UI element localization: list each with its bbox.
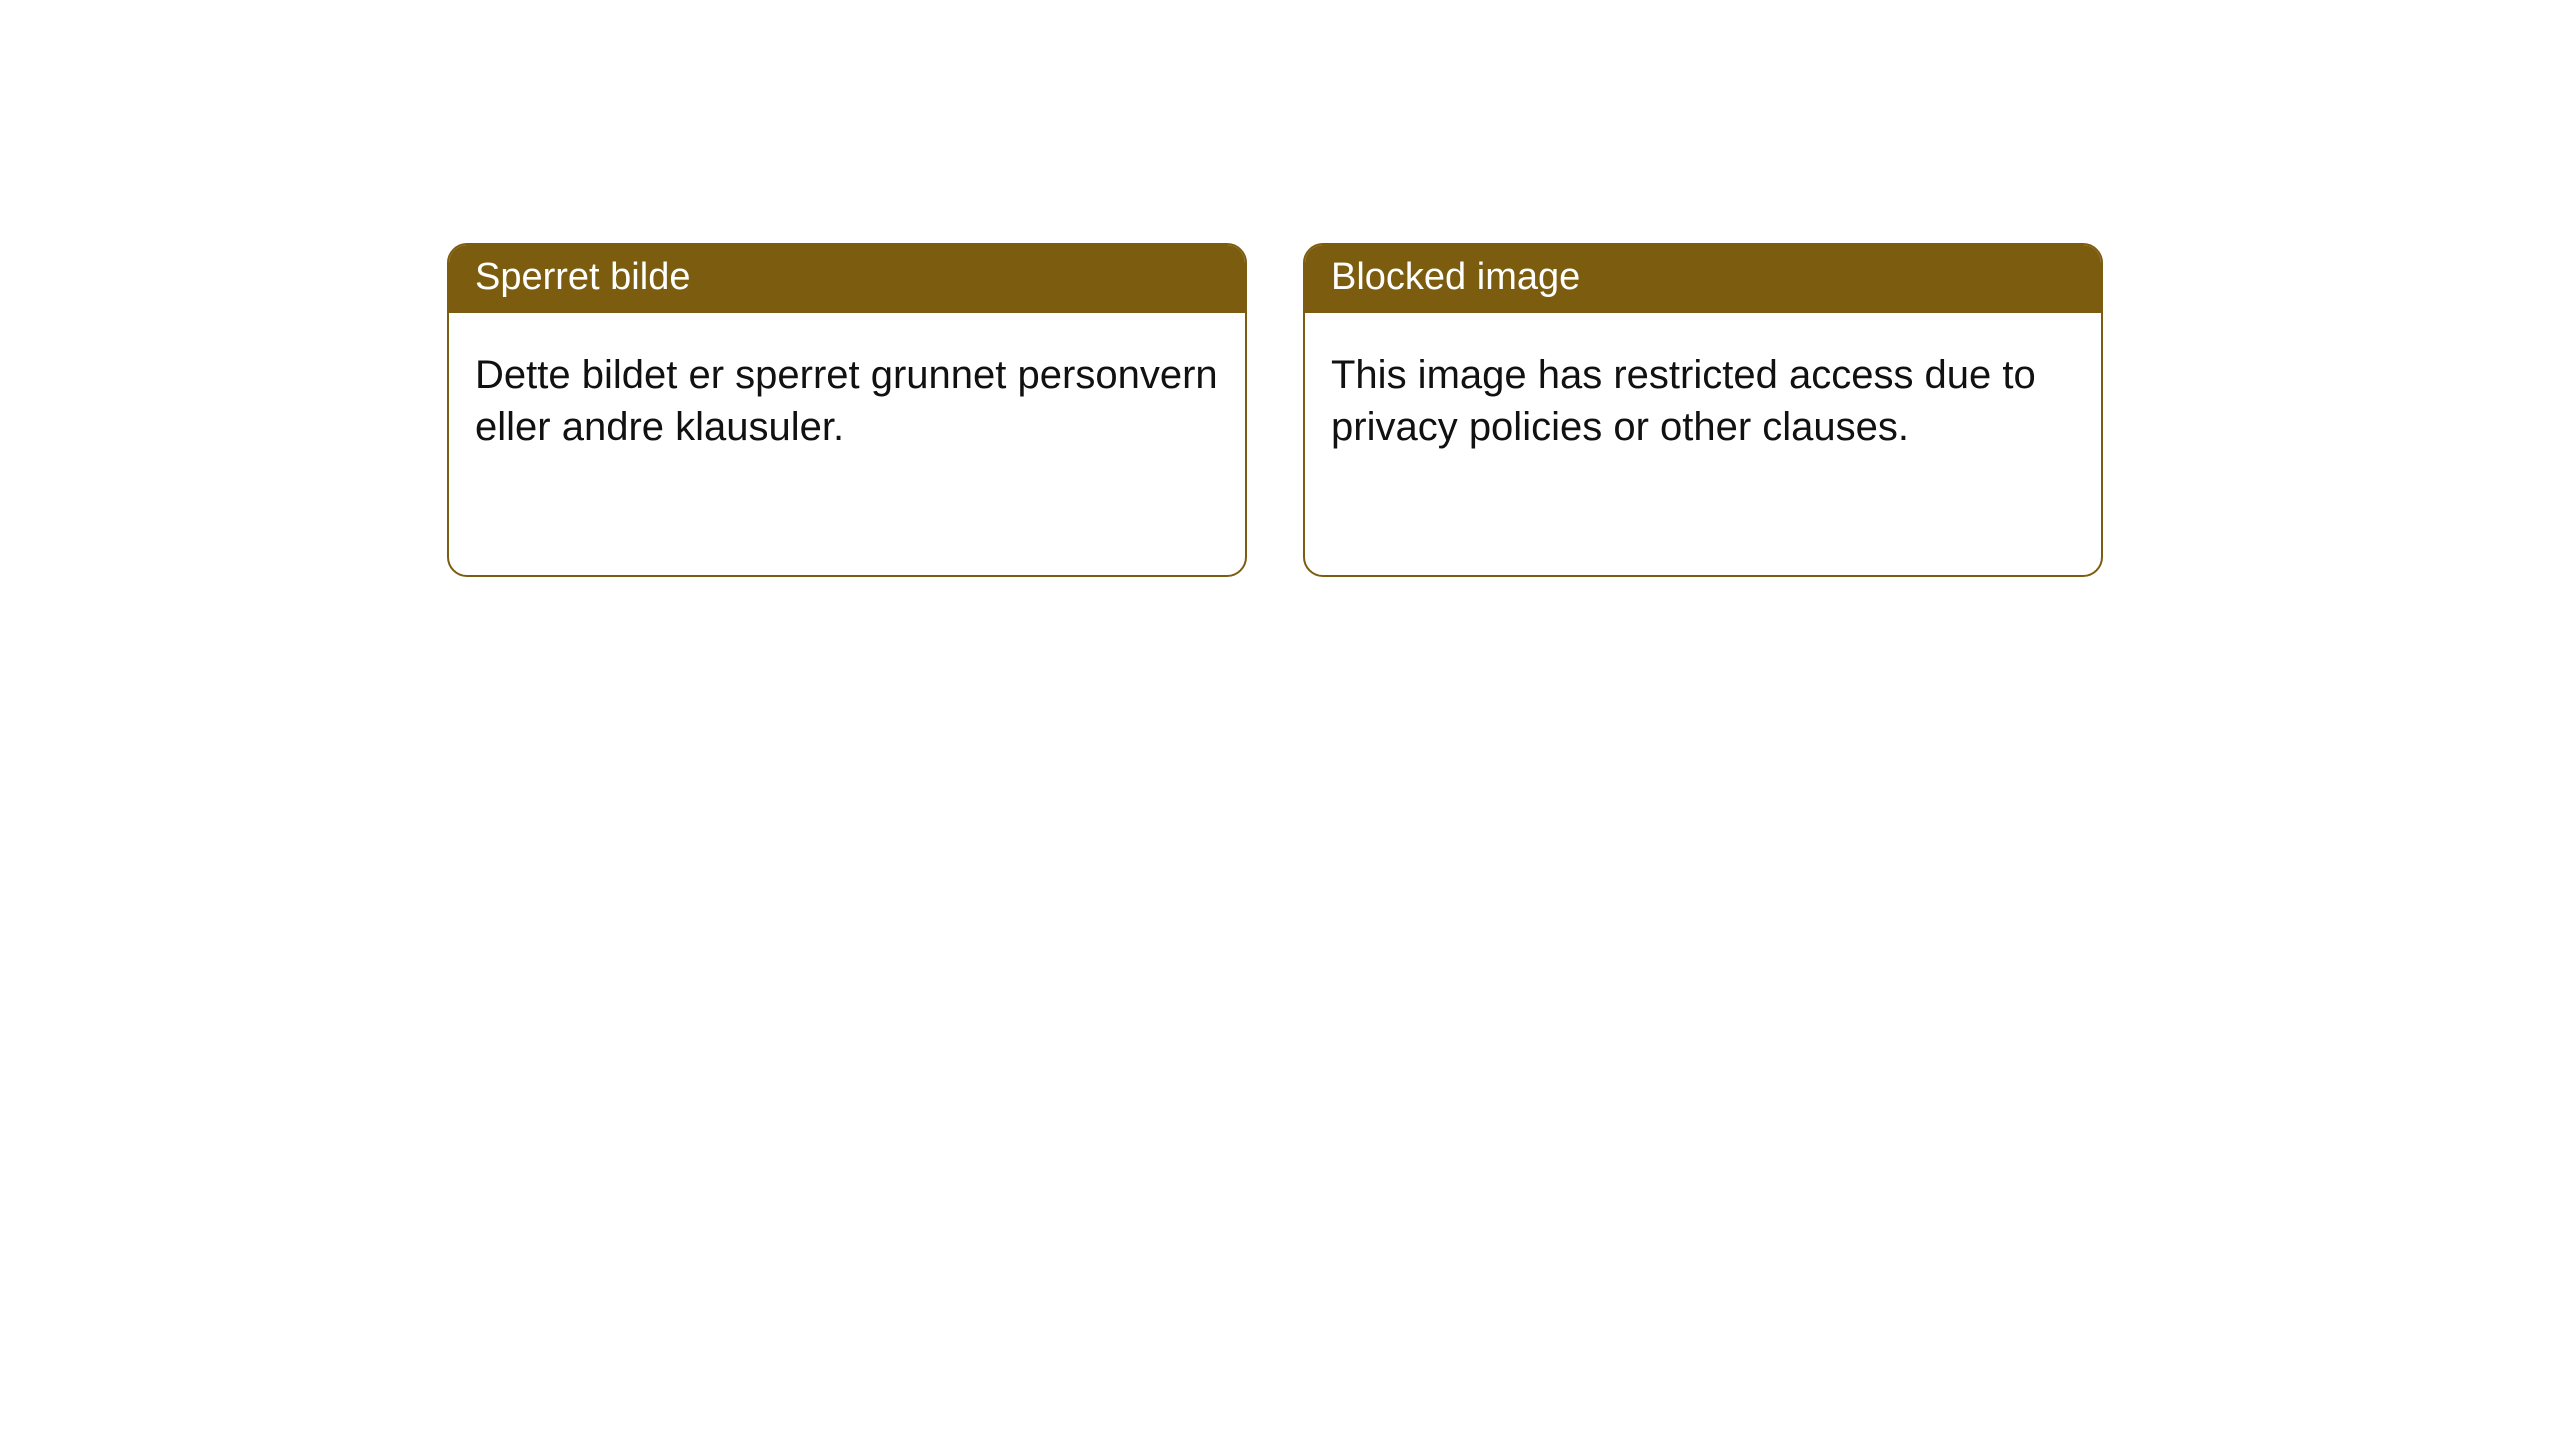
card-title: Blocked image bbox=[1331, 256, 1580, 298]
card-message: Dette bildet er sperret grunnet personve… bbox=[475, 353, 1218, 449]
card-body-norwegian: Dette bildet er sperret grunnet personve… bbox=[449, 313, 1245, 479]
card-body-english: This image has restricted access due to … bbox=[1305, 313, 2101, 479]
card-title: Sperret bilde bbox=[475, 256, 690, 298]
blocked-image-card-norwegian: Sperret bilde Dette bildet er sperret gr… bbox=[447, 243, 1247, 577]
card-message: This image has restricted access due to … bbox=[1331, 353, 2036, 449]
blocked-image-card-english: Blocked image This image has restricted … bbox=[1303, 243, 2103, 577]
card-header-english: Blocked image bbox=[1305, 245, 2101, 313]
cards-container: Sperret bilde Dette bildet er sperret gr… bbox=[0, 0, 2560, 577]
card-header-norwegian: Sperret bilde bbox=[449, 245, 1245, 313]
